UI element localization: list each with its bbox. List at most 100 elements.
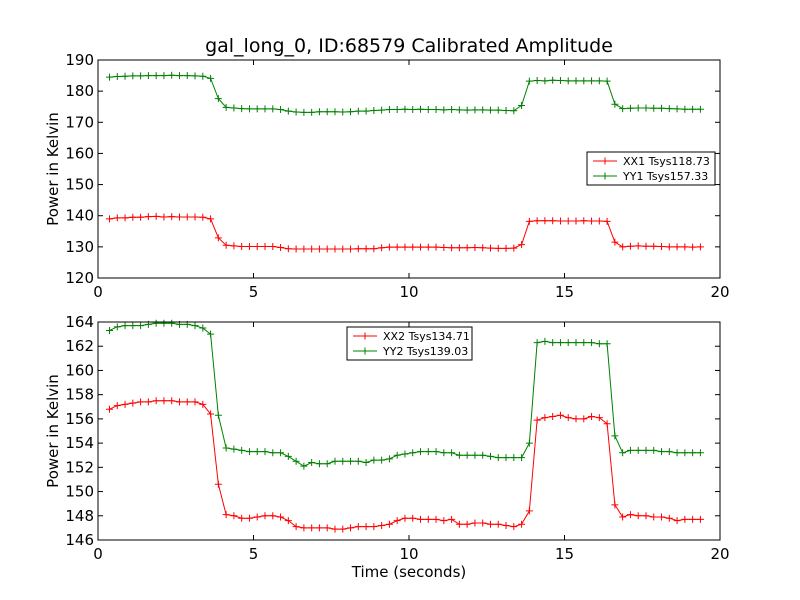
legend: XX1 Tsys118.73 YY1 Tsys157.33 (586, 151, 716, 186)
y-tick-label: 156 (65, 410, 94, 428)
data-point (323, 245, 331, 253)
data-point (269, 243, 277, 251)
x-tick-label: 10 (399, 545, 418, 563)
data-point (308, 108, 316, 116)
data-point (486, 452, 494, 460)
data-point (525, 507, 533, 515)
data-point (269, 512, 277, 520)
data-point (378, 456, 386, 464)
data-point (603, 77, 611, 85)
data-point (611, 501, 619, 509)
data-point (533, 416, 541, 424)
data-point (572, 415, 580, 423)
data-point (308, 458, 316, 466)
data-point (479, 519, 487, 527)
data-point (486, 106, 494, 114)
data-point (665, 243, 673, 251)
data-point (137, 213, 145, 221)
x-tick-label: 0 (93, 283, 103, 301)
data-point (230, 445, 238, 453)
series-1 (106, 397, 704, 533)
y-tick-label: 160 (65, 144, 94, 162)
data-point (230, 104, 238, 112)
data-point (424, 448, 432, 456)
data-point (626, 104, 634, 112)
data-point (137, 398, 145, 406)
data-point (191, 398, 199, 406)
data-point (580, 77, 588, 85)
data-point (160, 319, 168, 327)
data-point (152, 397, 160, 405)
data-point (619, 243, 627, 251)
data-point (331, 245, 339, 253)
data-point (199, 72, 207, 80)
data-point (222, 103, 230, 111)
data-point (448, 449, 456, 457)
data-point (471, 243, 479, 251)
data-point (385, 455, 393, 463)
data-point (238, 446, 246, 454)
data-point (300, 108, 308, 116)
data-point (619, 449, 627, 457)
y-tick-label: 164 (65, 313, 94, 331)
data-point (331, 457, 339, 465)
data-point (253, 105, 261, 113)
data-point (479, 244, 487, 252)
data-point (199, 324, 207, 332)
data-point (463, 244, 471, 252)
data-point (626, 446, 634, 454)
data-point (595, 77, 603, 85)
y-tick-label: 152 (65, 458, 94, 476)
data-point (191, 322, 199, 330)
data-point (277, 449, 285, 457)
data-point (152, 212, 160, 220)
chart-2: 0 5 10 15 20 146 148 150 152 154 156 158 160 162 164 Po… (44, 313, 730, 581)
data-point (650, 104, 658, 112)
data-point (580, 339, 588, 347)
y-tick-label: 120 (65, 269, 94, 287)
data-point (611, 238, 619, 246)
data-point (175, 72, 183, 80)
data-point (658, 513, 666, 521)
data-point (347, 524, 355, 532)
data-point (308, 524, 316, 532)
data-point (331, 525, 339, 533)
data-point (168, 397, 176, 405)
data-point (455, 520, 463, 528)
data-point (634, 512, 642, 520)
data-point (393, 451, 401, 459)
data-point (129, 399, 137, 407)
data-point (650, 513, 658, 521)
data-point (401, 105, 409, 113)
legend-marker (361, 332, 369, 340)
data-point (253, 448, 261, 456)
data-point (463, 520, 471, 528)
y-tick-label: 160 (65, 361, 94, 379)
data-point (300, 462, 308, 470)
data-point (533, 77, 541, 85)
data-point (300, 245, 308, 253)
data-point (315, 460, 323, 468)
data-point (230, 512, 238, 520)
data-point (207, 74, 215, 82)
data-point (113, 73, 121, 81)
data-point (269, 105, 277, 113)
data-point (175, 213, 183, 221)
y-tick-label: 162 (65, 337, 94, 355)
data-point (370, 456, 378, 464)
y-tick-label: 130 (65, 238, 94, 256)
data-point (681, 105, 689, 113)
data-point (113, 402, 121, 410)
data-point (525, 77, 533, 85)
data-point (245, 448, 253, 456)
data-point (440, 517, 448, 525)
data-point (455, 244, 463, 252)
y-axis-label: Power in Kelvin (44, 112, 62, 226)
data-point (152, 72, 160, 80)
data-point (595, 340, 603, 348)
data-point (106, 405, 114, 413)
data-point (214, 95, 222, 103)
data-point (673, 105, 681, 113)
data-point (588, 77, 596, 85)
data-point (479, 451, 487, 459)
